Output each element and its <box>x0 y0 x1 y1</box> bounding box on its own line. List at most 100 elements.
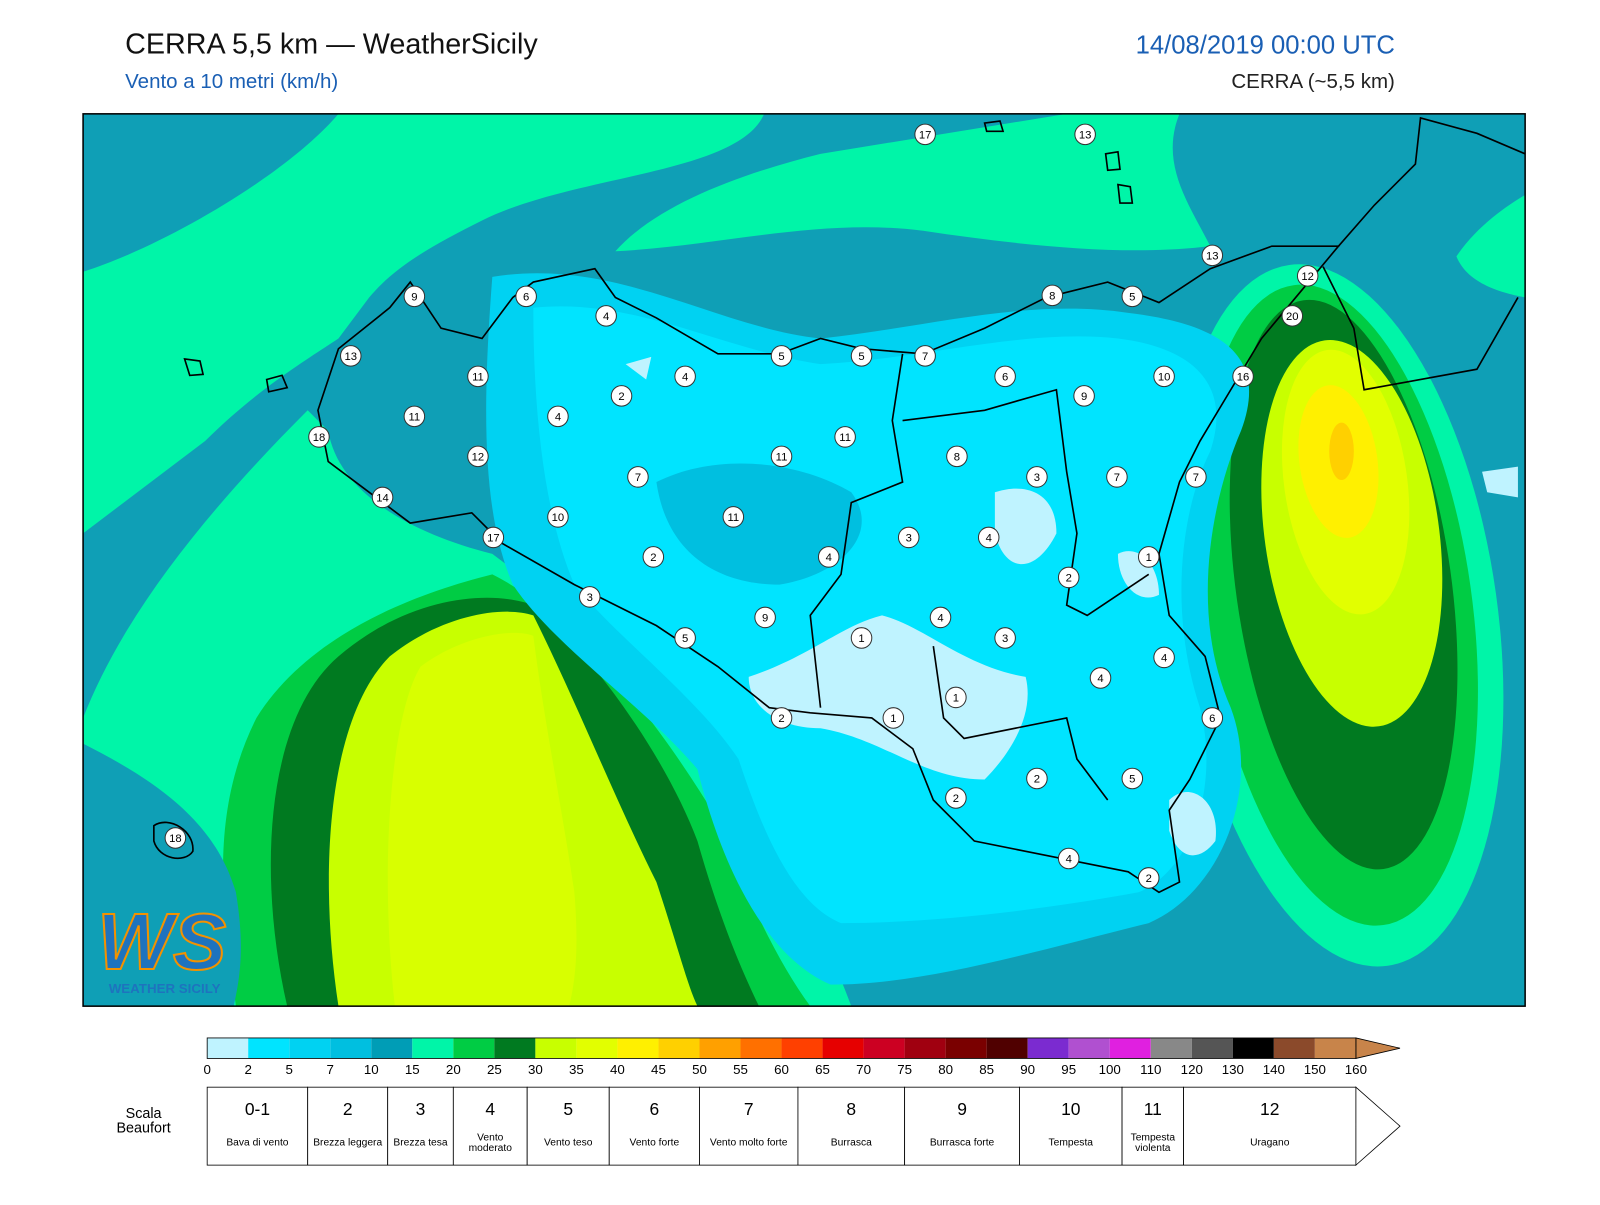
colorbar-cell <box>1273 1037 1315 1059</box>
colorbar-tick-label: 95 <box>1061 1062 1076 1077</box>
colorbar-tick-label: 7 <box>327 1062 334 1077</box>
colorbar-frame <box>206 1037 1357 1059</box>
station-value: 6 <box>1209 713 1215 725</box>
station-value: 3 <box>1034 472 1040 484</box>
station-value: 5 <box>682 633 688 645</box>
station-marker <box>722 506 745 528</box>
station-marker <box>1281 305 1304 327</box>
beaufort-arrow <box>1355 1086 1401 1167</box>
beaufort-cell <box>1121 1086 1184 1166</box>
logo-initials: WS <box>97 897 226 986</box>
station-value: 5 <box>1129 774 1135 786</box>
station-value: 2 <box>618 391 624 403</box>
colorbar: 0 2 5 7 10 15 20 25 30 35 40 45 50 55 60 65 70 75 80 85 90 95… <box>203 1037 1401 1077</box>
station-marker <box>1121 767 1144 790</box>
colorbar-tick-label: 90 <box>1020 1062 1035 1077</box>
station-marker <box>882 707 905 729</box>
colorbar-tick-label: 0 <box>203 1062 210 1077</box>
beaufort-force: 3 <box>416 1099 426 1119</box>
station-marker <box>547 506 569 528</box>
beaufort-description-box: Vento molto forte <box>710 1138 788 1148</box>
station-marker <box>1026 466 1048 488</box>
station-marker <box>994 365 1016 388</box>
station-marker <box>1185 466 1207 488</box>
station-marker <box>1232 365 1254 388</box>
beaufort-cell <box>452 1086 528 1166</box>
station-marker <box>547 405 569 428</box>
beaufort-label-box: Scala Beaufort <box>116 1104 171 1136</box>
colorbar-tick-label: 30 <box>528 1062 543 1077</box>
colorbar-cell <box>535 1037 577 1059</box>
colorbar-cell <box>494 1037 536 1059</box>
station-marker <box>1073 385 1095 407</box>
colorbar-tick-label: 15 <box>405 1062 420 1077</box>
colorbar-cell <box>945 1037 987 1059</box>
colorbar-cell <box>863 1037 905 1059</box>
beaufort-scale: Scala Beaufort 0-1 Bava di vento 2 Brezza l… <box>116 1086 1401 1167</box>
station-value: 11 <box>776 452 788 464</box>
station-value: 3 <box>587 592 593 604</box>
station-marker <box>164 827 187 849</box>
station-marker <box>914 345 936 367</box>
beaufort-force: 12 <box>1260 1099 1279 1119</box>
station-value: 6 <box>1002 372 1008 384</box>
station-value: 6 <box>523 292 529 304</box>
colorbar-tick-label: 25 <box>487 1062 502 1077</box>
colorbar-tick-label: 150 <box>1304 1062 1326 1077</box>
station-value: 4 <box>1097 673 1103 685</box>
beaufort-description-box: Burrasca <box>831 1138 872 1148</box>
station-value: 7 <box>1193 472 1199 484</box>
station-value: 7 <box>922 351 928 363</box>
station-marker <box>817 546 840 568</box>
colorbar-cell <box>1314 1037 1356 1059</box>
beaufort-description: Vento forte <box>629 1137 680 1149</box>
station-marker <box>946 445 968 468</box>
colorbar-cell <box>576 1037 618 1059</box>
beaufort-force: 0-1 <box>245 1099 270 1119</box>
station-marker <box>994 627 1016 649</box>
beaufort-description: Bava di vento <box>226 1137 289 1149</box>
colorbar-cell <box>822 1037 864 1059</box>
station-value: 2 <box>650 552 656 564</box>
beaufort-force: 8 <box>846 1099 856 1119</box>
colorbar-tick-label: 110 <box>1140 1062 1161 1077</box>
colorbar-cell <box>617 1037 659 1059</box>
logo-name: WEATHER SICILY <box>109 981 221 996</box>
station-value: 13 <box>1079 129 1092 141</box>
colorbar-cell <box>1068 1037 1110 1059</box>
station-marker <box>467 445 489 468</box>
station-value: 1 <box>953 693 959 705</box>
beaufort-description: Brezza tesa <box>393 1137 448 1149</box>
beaufort-description-box: Vento teso <box>544 1138 592 1148</box>
colorbar-cell <box>330 1037 372 1059</box>
station-value: 4 <box>937 613 943 625</box>
beaufort-description: Tempesta violenta <box>1130 1132 1176 1154</box>
beaufort-description-box: Uragano <box>1250 1138 1289 1148</box>
colorbar-cell <box>371 1037 413 1059</box>
station-marker <box>371 486 394 509</box>
colorbar-tick-label: 60 <box>774 1062 789 1077</box>
station-marker <box>1137 546 1160 568</box>
station-marker <box>1296 265 1319 287</box>
beaufort-force: 9 <box>957 1099 967 1119</box>
colorbar-tick-label: 65 <box>815 1062 830 1077</box>
beaufort-force: 5 <box>563 1099 573 1119</box>
station-marker <box>1041 284 1064 307</box>
colorbar-tick-label: 50 <box>692 1062 707 1077</box>
beaufort-cell <box>699 1086 799 1166</box>
station-marker <box>897 526 920 549</box>
station-value: 12 <box>1301 271 1314 283</box>
map-frame <box>82 113 1526 1007</box>
subtitle: Vento a 10 metri (km/h) <box>125 70 338 93</box>
station-value: 4 <box>1161 653 1167 665</box>
station-value: 17 <box>487 533 500 545</box>
beaufort-description-box: Tempesta violenta <box>1130 1132 1176 1154</box>
colorbar-tick-label: 35 <box>569 1062 584 1077</box>
station-marker <box>308 426 330 448</box>
colorbar-tick-label: 5 <box>286 1062 293 1077</box>
station-marker <box>578 586 601 608</box>
station-value: 17 <box>919 129 932 141</box>
colorbar-tick-label: 100 <box>1099 1062 1121 1077</box>
beaufort-label: Scala Beaufort <box>116 1104 171 1136</box>
colorbar-tick-label: 2 <box>244 1062 251 1077</box>
